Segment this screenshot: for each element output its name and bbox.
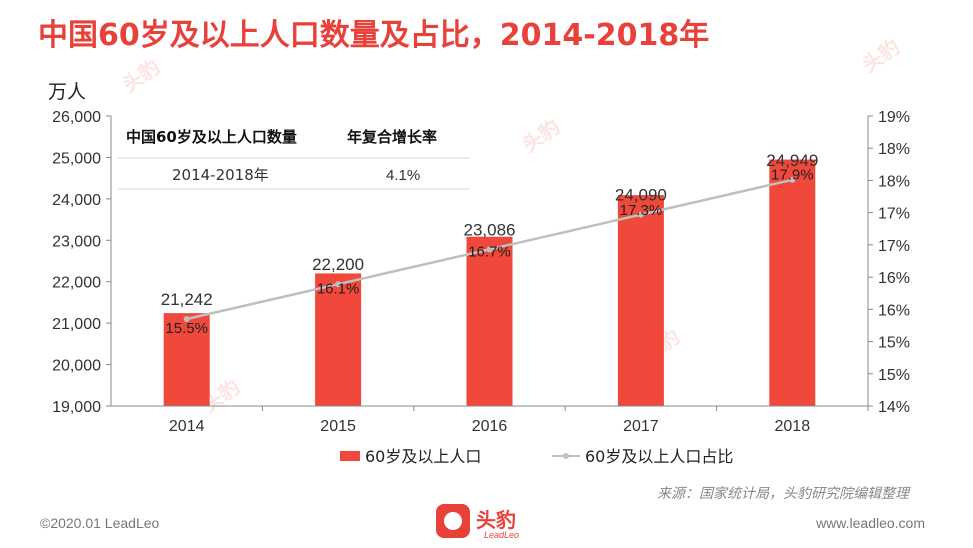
right-tick-label: 17% bbox=[878, 238, 910, 255]
right-tick-label: 17% bbox=[878, 206, 910, 223]
line-series: 21,24215.5%22,20016.1%23,08616.7%24,0901… bbox=[161, 151, 819, 337]
legend-bar-swatch bbox=[340, 451, 360, 461]
x-tick-label: 2015 bbox=[320, 418, 356, 435]
logo-subtext: LeadLeo bbox=[484, 530, 520, 540]
x-tick-label: 2014 bbox=[169, 418, 205, 435]
legend-line-label: 60岁及以上人口占比 bbox=[585, 447, 733, 466]
leadleo-logo-icon bbox=[436, 504, 470, 538]
page-title: 中国60岁及以上人口数量及占比，2014-2018年 bbox=[38, 18, 710, 53]
line-value-label: 17.9% bbox=[771, 167, 814, 184]
bar-value-label: 24,949 bbox=[766, 151, 818, 170]
x-axis-ticks: 2014 2015 2016 2017 2018 bbox=[169, 406, 869, 435]
line-point bbox=[637, 211, 644, 218]
left-tick-label: 23,000 bbox=[52, 233, 101, 250]
source-note: 来源：国家统计局，头豹研究院编辑整理 bbox=[657, 486, 909, 502]
left-tick-label: 26,000 bbox=[52, 109, 101, 126]
right-tick-label: 15% bbox=[878, 335, 910, 352]
left-tick-label: 25,000 bbox=[52, 150, 101, 167]
logo-text: 头豹 bbox=[476, 508, 516, 532]
copyright: ©2020.01 LeadLeo bbox=[40, 515, 160, 531]
left-axis-unit: 万人 bbox=[48, 81, 86, 103]
right-tick-label: 19% bbox=[878, 109, 910, 126]
x-tick-label: 2016 bbox=[472, 418, 508, 435]
cagr-table: 中国60岁及以上人口数量 年复合增长率 2014-2018年 4.1% bbox=[118, 128, 470, 190]
left-tick-label: 19,000 bbox=[52, 399, 101, 416]
left-tick-label: 24,000 bbox=[52, 192, 101, 209]
bar bbox=[315, 273, 362, 406]
line-point bbox=[335, 281, 342, 288]
table-header-count: 中国60岁及以上人口数量 bbox=[126, 128, 297, 146]
right-tick-label: 18% bbox=[878, 141, 910, 158]
x-tick-label: 2018 bbox=[775, 418, 811, 435]
table-period: 2014-2018年 bbox=[172, 166, 269, 184]
legend-bar-label: 60岁及以上人口 bbox=[365, 447, 481, 466]
right-tick-label: 14% bbox=[878, 399, 910, 416]
left-tick-label: 20,000 bbox=[52, 358, 101, 375]
bar-value-label: 23,086 bbox=[464, 220, 516, 239]
left-tick-label: 22,000 bbox=[52, 275, 101, 292]
legend: 60岁及以上人口 60岁及以上人口占比 bbox=[340, 447, 733, 466]
bar bbox=[466, 236, 513, 406]
bar-value-label: 22,200 bbox=[312, 255, 364, 274]
table-header-cagr: 年复合增长率 bbox=[347, 128, 437, 146]
line-value-label: 17.3% bbox=[620, 202, 663, 219]
x-tick-label: 2017 bbox=[623, 418, 659, 435]
right-tick-label: 16% bbox=[878, 302, 910, 319]
left-tick-label: 21,000 bbox=[52, 316, 101, 333]
bar-value-label: 24,090 bbox=[615, 186, 667, 205]
line-point bbox=[183, 316, 190, 322]
line-point bbox=[789, 176, 796, 183]
right-tick-label: 18% bbox=[878, 173, 910, 190]
bar bbox=[163, 313, 210, 406]
line-value-label: 15.5% bbox=[165, 320, 208, 337]
leadleo-logo: 头豹 LeadLeo bbox=[436, 502, 536, 544]
table-cagr-value: 4.1% bbox=[386, 167, 420, 184]
line-value-label: 16.1% bbox=[317, 280, 360, 297]
right-tick-label: 16% bbox=[878, 270, 910, 287]
bar-series bbox=[163, 159, 816, 406]
website-link[interactable]: www.leadleo.com bbox=[816, 515, 925, 531]
bar bbox=[769, 159, 816, 406]
bar-value-label: 21,242 bbox=[161, 290, 213, 309]
right-axis-ticks: 14% 15% 15% 16% 16% 17% 17% 18% 18% 19% bbox=[868, 109, 910, 416]
line-point bbox=[486, 246, 493, 253]
left-axis-ticks: 19,000 20,000 21,000 22,000 23,000 24,000 25,0… bbox=[52, 109, 111, 416]
legend-line-marker bbox=[563, 453, 569, 459]
right-tick-label: 15% bbox=[878, 367, 910, 384]
line-value-label: 16.7% bbox=[468, 244, 511, 261]
bar bbox=[617, 195, 664, 406]
